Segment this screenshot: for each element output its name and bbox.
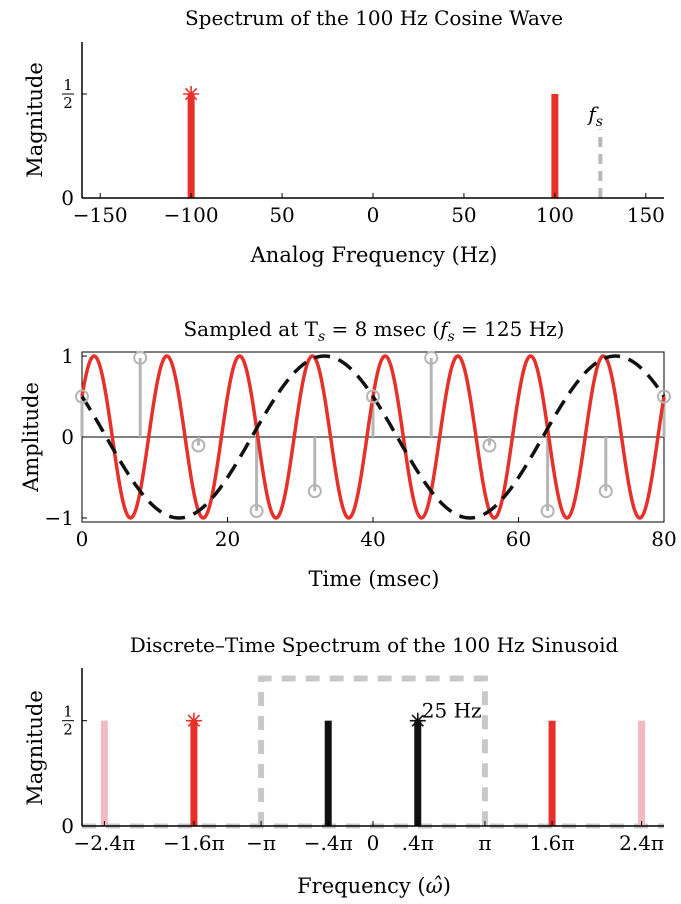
panel1-stem (187, 94, 195, 198)
panel3-title: Discrete–Time Spectrum of the 100 Hz Sin… (130, 633, 619, 657)
panel2-sample-point (307, 484, 322, 499)
panel1-xtick-label: −150 (73, 203, 128, 227)
panel2-y-label: Amplitude (19, 382, 43, 493)
panel3-ytick-num: 1 (63, 703, 73, 721)
panel3-xtick-label: −π (246, 831, 276, 855)
panel1-xtick-label: 150 (627, 203, 665, 227)
panel3-xtick-label: .4π (402, 831, 434, 855)
panel3-xtick-label: 0 (367, 831, 380, 855)
panel1-x-label: Analog Frequency (Hz) (250, 243, 498, 267)
panel1-title: Spectrum of the 100 Hz Cosine Wave (185, 6, 563, 30)
panel2-xtick-label: 60 (506, 527, 531, 551)
panel1-y-label: Magnitude (23, 62, 47, 178)
panel2-ytick-label: 0 (61, 425, 74, 449)
panel3-plot-area: 25 Hz (81, 668, 664, 829)
panel3-stem (548, 720, 556, 826)
panel3-ytick-label: 0 (61, 814, 74, 838)
panel3-xtick-label: 1.6π (530, 831, 575, 855)
panel1-marker-stroke (184, 87, 198, 101)
panel3-marker-stroke (187, 714, 201, 727)
panel1-ytick-den: 2 (63, 94, 73, 112)
panel2-sample-point (540, 503, 555, 518)
panel2-sample-point (249, 503, 264, 518)
panel2-xtick-label: 80 (651, 527, 676, 551)
panel2-sample-point (598, 484, 613, 499)
panel3-stem (638, 720, 646, 826)
panel2-sample-point (75, 389, 89, 404)
panel1-xtick-label: 0 (367, 203, 380, 227)
panel1-xtick-label: 100 (536, 203, 574, 227)
panel3-stem (324, 720, 332, 826)
panel1-xtick-label: −100 (164, 203, 219, 227)
panel3-y-label: Magnitude (23, 690, 47, 806)
panel3-stem (190, 720, 198, 826)
panel3-stem (414, 720, 422, 826)
panel2-xtick-label: 20 (215, 527, 240, 551)
panel2-xtick-label: 0 (76, 527, 89, 551)
panel3-xtick-label: −2.4π (74, 831, 136, 855)
panel1-ytick-label: 0 (61, 186, 74, 210)
panel3-alias-annotation: 25 Hz (422, 699, 482, 723)
panel2-sample-point (482, 438, 497, 453)
panel1-stem (551, 94, 559, 198)
panel2-ytick-label: −1 (45, 506, 74, 530)
panel3-marker-stroke (411, 714, 424, 727)
panel-analog-spectrum: Spectrum of the 100 Hz Cosine Wave fs −1… (23, 6, 665, 267)
panel2-sample-point (366, 389, 380, 404)
panel2-title: Sampled at Ts = 8 msec (fs = 125 Hz) (183, 317, 564, 345)
panel3-marker (185, 712, 202, 729)
panel2-x-label: Time (msec) (308, 567, 439, 591)
panel3-stem (100, 720, 108, 826)
panel3-x-label: Frequency (ω̂) (297, 874, 451, 898)
panel2-plot-area (75, 350, 671, 523)
panel3-ytick-den: 2 (63, 721, 73, 739)
panel1-plot-area: fs (81, 42, 664, 199)
panel3-passband (258, 675, 488, 826)
panel3-xtick-label: −1.6π (163, 831, 225, 855)
panel2-ytick-label: 1 (61, 344, 74, 368)
panel1-ytick-num: 1 (63, 76, 73, 94)
panel-sampled-signal: Sampled at Ts = 8 msec (fs = 125 Hz) 0 20… (19, 317, 677, 591)
panel3-xtick-label: −.4π (304, 831, 353, 855)
panel1-xtick-label: 50 (269, 203, 294, 227)
panel2-alias-curve (80, 354, 666, 520)
panel3-xtick-label: 2.4π (619, 831, 664, 855)
panel2-sample-point (424, 350, 439, 365)
panel1-fs-annotation: fs (586, 102, 603, 130)
panel1-ytick-label: 12 (62, 76, 74, 112)
panel2-sample-point (657, 389, 671, 404)
panel-discrete-spectrum: Discrete–Time Spectrum of the 100 Hz Sin… (23, 633, 664, 898)
panel2-sample-point (191, 438, 206, 453)
panel2-sample-point (133, 350, 148, 365)
panel2-xtick-label: 40 (360, 527, 385, 551)
panel3-ytick-label: 12 (62, 703, 74, 739)
panel1-xtick-label: 50 (451, 203, 476, 227)
panel3-xtick-label: π (478, 831, 491, 855)
panel1-marker (183, 86, 200, 102)
panel3-marker (409, 712, 426, 729)
